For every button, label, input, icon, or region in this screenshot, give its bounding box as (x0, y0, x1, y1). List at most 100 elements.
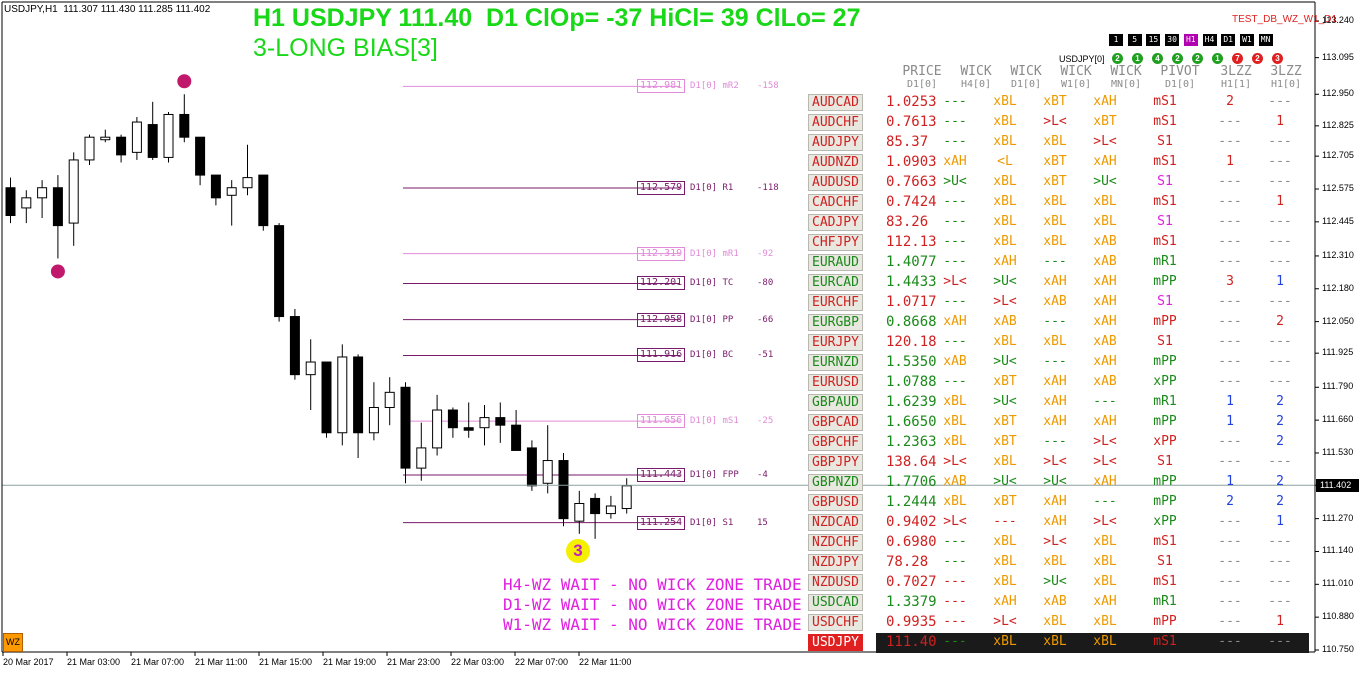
table-cell: xAB (1043, 594, 1067, 609)
timeframe-status-dot: 2 (1112, 53, 1123, 64)
pair-button[interactable]: AUDCHF (808, 114, 863, 131)
pivot-level-diff: -92 (757, 248, 774, 259)
candle-body (511, 424, 522, 451)
table-cell: xBL (1043, 134, 1067, 149)
pair-price: 0.7424 (886, 194, 937, 210)
pair-button[interactable]: GBPCAD (808, 414, 863, 431)
pivot-level-diff: -158 (757, 81, 779, 92)
pair-button[interactable]: EURGBP (808, 314, 863, 331)
pair-button[interactable]: EURCHF (808, 294, 863, 311)
table-cell: xAB (1043, 294, 1067, 309)
pivot-level-tag: D1[0] TC (690, 278, 734, 289)
price-axis-label: 112.180 (1322, 282, 1354, 293)
table-cell: xAH (993, 594, 1017, 609)
pair-button[interactable]: NZDJPY (808, 554, 863, 571)
timeframe-button-d1[interactable]: D1 (1221, 34, 1236, 46)
pair-price: 83.26 (886, 214, 929, 230)
table-cell: xBL (1093, 634, 1117, 649)
table-cell: mS1 (1153, 114, 1177, 129)
table-cell: xBT (1093, 114, 1117, 129)
timeframe-button-30[interactable]: 30 (1165, 34, 1180, 46)
table-cell: xBL (1043, 334, 1067, 349)
table-cell: xBL (943, 494, 967, 509)
wick-zone-message: W1-WZ WAIT - NO WICK ZONE TRADE (503, 615, 802, 634)
pair-button[interactable]: USDCHF (808, 614, 863, 631)
timeframe-button-1[interactable]: 1 (1109, 34, 1123, 46)
table-cell: >U< (993, 474, 1017, 489)
pair-button[interactable]: AUDJPY (808, 134, 863, 151)
pair-button[interactable]: GBPNZD (808, 474, 863, 491)
table-cell: --- (1268, 534, 1292, 549)
pair-button[interactable]: EURUSD (808, 374, 863, 391)
pair-price: 0.8668 (886, 314, 937, 330)
table-cell: --- (943, 194, 967, 209)
timeframe-button-mn[interactable]: MN (1258, 34, 1273, 46)
pair-button[interactable]: EURNZD (808, 354, 863, 371)
table-cell: xBL (993, 214, 1017, 229)
price-axis-label: 112.310 (1322, 249, 1354, 260)
timeframe-button-h1[interactable]: H1 (1183, 34, 1198, 46)
wz-toggle-button[interactable]: WZ (3, 633, 23, 652)
table-cell: xAH (1093, 474, 1117, 489)
pair-button[interactable]: EURAUD (808, 254, 863, 271)
pair-button[interactable]: AUDNZD (808, 154, 863, 171)
pivot-level-value: 112.579 (637, 180, 686, 195)
timeframe-button-w1[interactable]: W1 (1239, 34, 1254, 46)
table-cell: --- (1093, 394, 1117, 409)
table-cell: xBL (993, 574, 1017, 589)
timeframe-button-15[interactable]: 15 (1146, 34, 1161, 46)
timeframe-status-dot: 4 (1152, 53, 1163, 64)
candle-body (52, 187, 63, 227)
pair-button[interactable]: NZDCAD (808, 514, 863, 531)
candle-body (432, 409, 443, 449)
pair-price: 1.4433 (886, 274, 937, 290)
pair-button[interactable]: NZDCHF (808, 534, 863, 551)
pair-button[interactable]: AUDCAD (808, 94, 863, 111)
table-cell: xBL (993, 454, 1017, 469)
pivot-level-diff: -4 (757, 469, 768, 480)
pair-button[interactable]: GBPAUD (808, 394, 863, 411)
pair-button[interactable]: EURCAD (808, 274, 863, 291)
pair-button[interactable]: USDJPY (808, 634, 863, 651)
table-cell: xAB (993, 314, 1017, 329)
pivot-level-diff: -25 (757, 416, 774, 427)
table-cell: xBL (943, 394, 967, 409)
table-cell: >L< (1093, 434, 1117, 449)
candle-body (558, 460, 569, 520)
pair-button[interactable]: EURJPY (808, 334, 863, 351)
candle-body (163, 113, 174, 158)
pair-button[interactable]: NZDUSD (808, 574, 863, 591)
pair-button[interactable]: CADJPY (808, 214, 863, 231)
table-cell: 2 (1276, 314, 1284, 329)
pair-button[interactable]: USDCAD (808, 594, 863, 611)
table-cell: >L< (1093, 134, 1117, 149)
pair-button[interactable]: AUDUSD (808, 174, 863, 191)
table-cell: xBL (943, 414, 967, 429)
fractal-marker (177, 74, 192, 89)
table-cell: mPP (1153, 494, 1177, 509)
pair-button[interactable]: GBPJPY (808, 454, 863, 471)
table-cell: --- (1218, 194, 1242, 209)
table-cell: xBT (1043, 174, 1067, 189)
time-axis-label: 21 Mar 11:00 (195, 657, 248, 667)
table-cell: mPP (1153, 614, 1177, 629)
table-cell: xBL (1093, 554, 1117, 569)
pair-button[interactable]: GBPUSD (808, 494, 863, 511)
timeframe-button-5[interactable]: 5 (1127, 34, 1142, 46)
pair-price: 85.37 (886, 134, 929, 150)
pair-button[interactable]: CHFJPY (808, 234, 863, 251)
pair-button[interactable]: CADCHF (808, 194, 863, 211)
timeframe-button-h4[interactable]: H4 (1202, 34, 1217, 46)
table-cell: --- (1268, 574, 1292, 589)
price-axis-label: 112.445 (1322, 215, 1354, 226)
pair-price: 0.7613 (886, 114, 937, 130)
column-header: WICK (1060, 64, 1092, 79)
table-cell: mS1 (1153, 634, 1177, 649)
table-cell: >L< (993, 614, 1017, 629)
table-cell: xBL (993, 234, 1017, 249)
timeframe-status-dot: 2 (1192, 53, 1203, 64)
table-cell: mPP (1153, 354, 1177, 369)
pair-button[interactable]: GBPCHF (808, 434, 863, 451)
candle-body (274, 225, 285, 318)
